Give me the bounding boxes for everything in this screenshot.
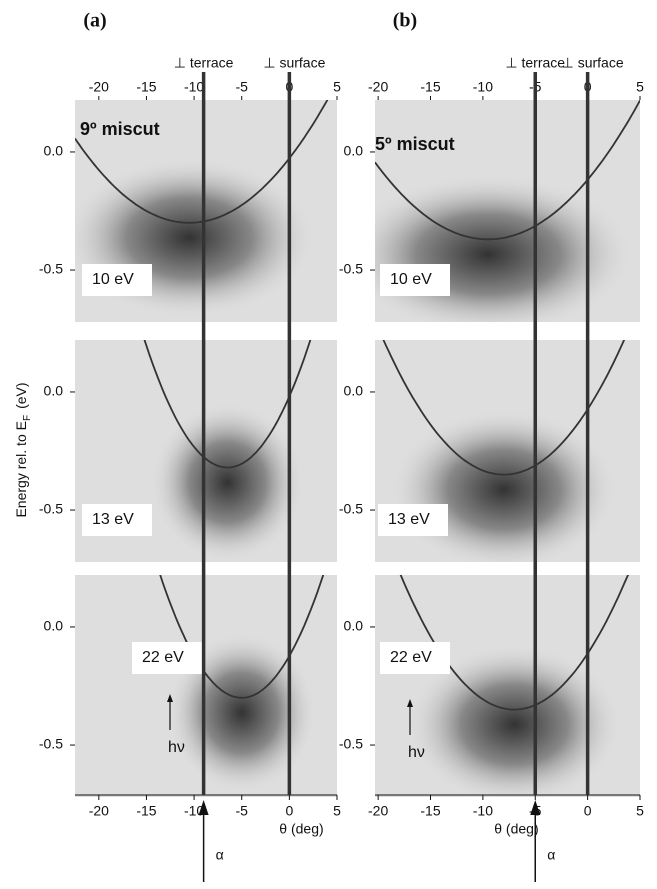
- intensity-blob: [150, 402, 305, 562]
- band-fit: [143, 340, 312, 469]
- hv-arrowhead: [167, 694, 173, 702]
- band-fit: [375, 100, 640, 241]
- normal-label: ⊥ surface: [562, 55, 624, 71]
- x-tick-label: -15: [420, 803, 440, 819]
- band-fit: [382, 340, 626, 476]
- energy-label: 10 eV: [390, 271, 432, 288]
- x-tick-label: 5: [333, 803, 341, 819]
- band-fit: [399, 575, 629, 711]
- x-tick-label: -15: [136, 803, 156, 819]
- y-tick-label: -0.5: [339, 736, 363, 752]
- intensity-blob: [390, 409, 617, 562]
- y-tick-label: 0.0: [344, 618, 364, 634]
- y-label-unit: (eV): [13, 382, 29, 408]
- energy-label: 22 eV: [142, 649, 184, 666]
- y-tick-label: -0.5: [339, 501, 363, 517]
- x-axis-label: θ (deg): [494, 821, 538, 837]
- x-tick-label: -20: [89, 803, 109, 819]
- x-tick-label-top: -15: [136, 79, 156, 95]
- y-tick-label: 0.0: [344, 383, 364, 399]
- panel-title: (b): [393, 10, 417, 32]
- y-tick-label: -0.5: [339, 261, 363, 277]
- x-tick-label-top: 5: [333, 79, 341, 95]
- y-tick-label: 0.0: [44, 383, 64, 399]
- x-tick-label-top: -5: [236, 79, 249, 95]
- panel-title: (a): [83, 10, 106, 32]
- intensity-blob: [407, 644, 622, 797]
- x-tick-label-top: 5: [636, 79, 644, 95]
- y-label-sub: F: [22, 415, 33, 421]
- label-box: [82, 504, 152, 536]
- hv-label: hν: [168, 739, 185, 756]
- energy-label: 22 eV: [390, 649, 432, 666]
- y-tick-label: -0.5: [39, 501, 63, 517]
- band-fit: [75, 100, 329, 224]
- miscut-label: 9º miscut: [80, 119, 160, 139]
- x-tick-label: -5: [236, 803, 249, 819]
- miscut-label: 5º miscut: [375, 134, 455, 154]
- x-tick-label-top: -10: [473, 79, 493, 95]
- alpha-label: α: [216, 847, 224, 863]
- label-box: [380, 642, 450, 674]
- label-box: [82, 264, 152, 296]
- band-fit: [159, 575, 325, 699]
- y-tick-label: 0.0: [44, 618, 64, 634]
- alpha-arrowhead: [198, 800, 209, 815]
- x-tick-label: 5: [636, 803, 644, 819]
- y-axis-label: Energy rel. to EF (eV): [13, 382, 33, 517]
- x-tick-label: 0: [584, 803, 592, 819]
- y-tick-label: -0.5: [39, 261, 63, 277]
- x-tick-label: 0: [285, 803, 293, 819]
- hv-label: hν: [408, 744, 425, 761]
- x-tick-label: -20: [368, 803, 388, 819]
- alpha-arrowhead: [530, 800, 541, 815]
- normal-label: ⊥ terrace: [174, 55, 234, 71]
- x-tick-label-top: -10: [184, 79, 204, 95]
- y-tick-label: 0.0: [44, 143, 64, 159]
- energy-label: 13 eV: [388, 511, 430, 528]
- intensity-group: [399, 575, 629, 797]
- energy-label: 13 eV: [92, 511, 134, 528]
- intensity-group: [143, 340, 312, 562]
- x-tick-label-top: -15: [420, 79, 440, 95]
- x-tick-label: -10: [473, 803, 493, 819]
- alpha-label: α: [547, 847, 555, 863]
- x-axis-label: θ (deg): [279, 821, 323, 837]
- label-box: [378, 504, 448, 536]
- normal-label: ⊥ surface: [263, 55, 325, 71]
- x-tick-label-top: -20: [89, 79, 109, 95]
- label-box: [380, 264, 450, 296]
- label-box: [132, 642, 202, 674]
- energy-label: 10 eV: [92, 271, 134, 288]
- y-tick-label: 0.0: [344, 143, 364, 159]
- normal-label: ⊥ terrace: [505, 55, 565, 71]
- hv-arrowhead: [407, 699, 413, 707]
- y-label-main: Energy rel. to E: [13, 421, 29, 518]
- y-tick-label: -0.5: [39, 736, 63, 752]
- x-tick-label-top: -20: [368, 79, 388, 95]
